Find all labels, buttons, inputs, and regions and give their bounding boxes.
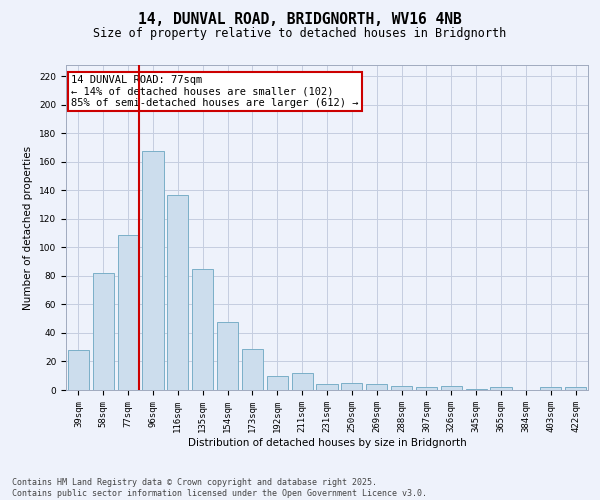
Bar [490, 387, 512, 390]
Bar [565, 387, 586, 390]
Bar [192, 269, 213, 390]
Bar [441, 386, 462, 390]
Bar [316, 384, 338, 390]
Bar [366, 384, 387, 390]
Bar [118, 234, 139, 390]
Bar [68, 350, 89, 390]
Bar [242, 348, 263, 390]
Text: Contains HM Land Registry data © Crown copyright and database right 2025.
Contai: Contains HM Land Registry data © Crown c… [12, 478, 427, 498]
Bar [341, 383, 362, 390]
Bar [93, 273, 114, 390]
X-axis label: Distribution of detached houses by size in Bridgnorth: Distribution of detached houses by size … [188, 438, 466, 448]
Text: 14 DUNVAL ROAD: 77sqm
← 14% of detached houses are smaller (102)
85% of semi-det: 14 DUNVAL ROAD: 77sqm ← 14% of detached … [71, 74, 359, 108]
Text: Size of property relative to detached houses in Bridgnorth: Size of property relative to detached ho… [94, 28, 506, 40]
Text: 14, DUNVAL ROAD, BRIDGNORTH, WV16 4NB: 14, DUNVAL ROAD, BRIDGNORTH, WV16 4NB [138, 12, 462, 28]
Y-axis label: Number of detached properties: Number of detached properties [23, 146, 34, 310]
Bar [142, 150, 164, 390]
Bar [416, 387, 437, 390]
Bar [540, 387, 561, 390]
Bar [167, 194, 188, 390]
Bar [217, 322, 238, 390]
Bar [391, 386, 412, 390]
Bar [292, 373, 313, 390]
Bar [466, 388, 487, 390]
Bar [267, 376, 288, 390]
